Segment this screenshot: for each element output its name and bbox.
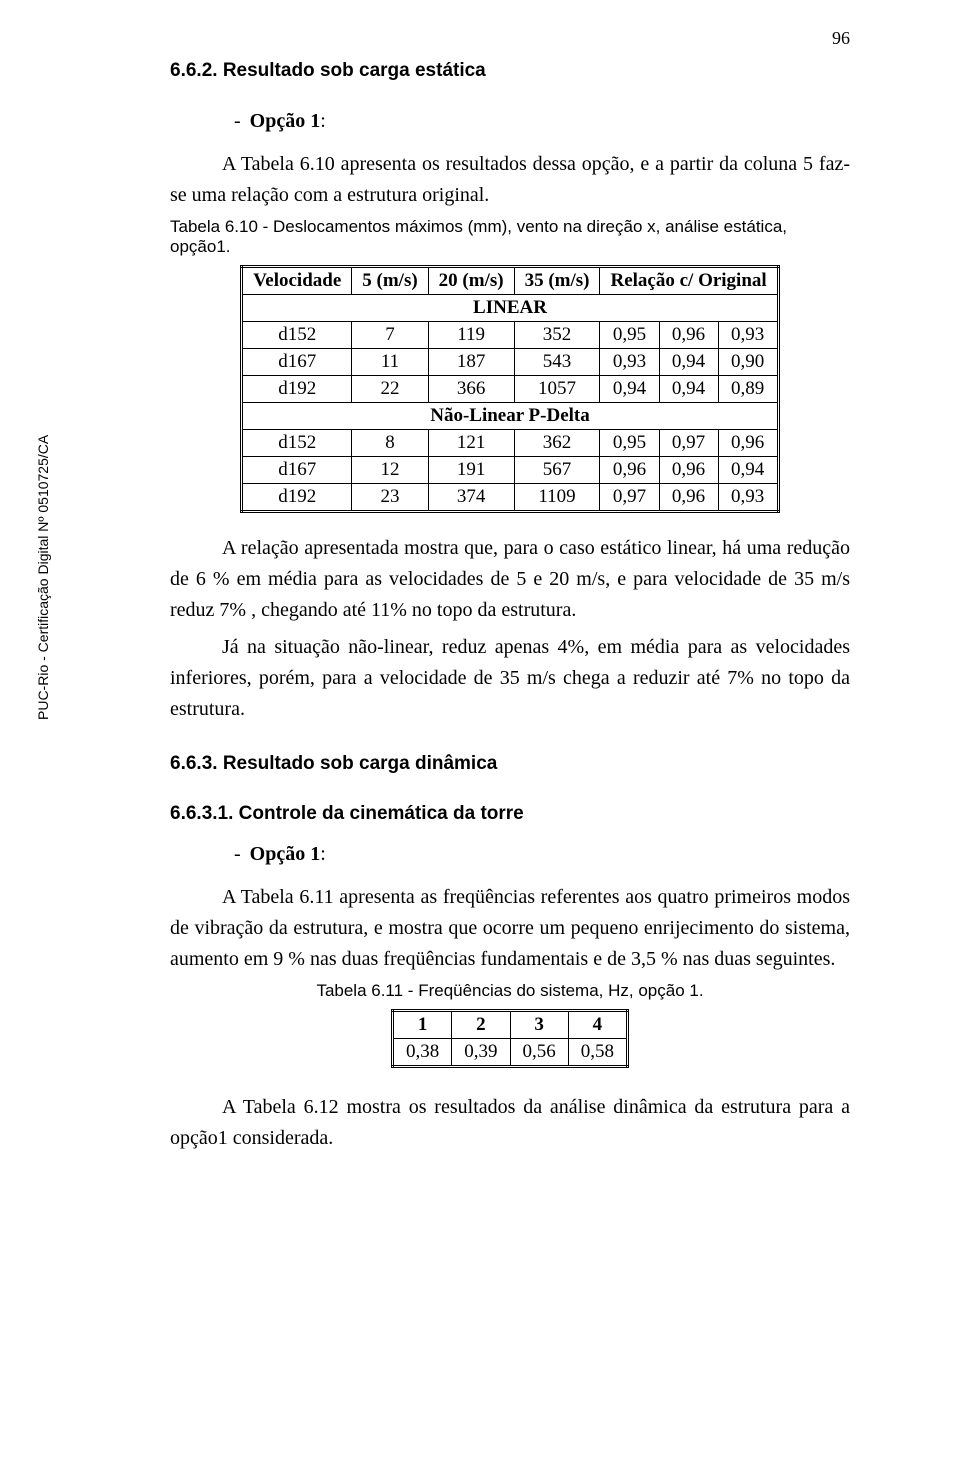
cell: 0,96 [659,457,718,484]
th-relacao: Relação c/ Original [600,267,778,295]
table-row: d192 23 374 1109 0,97 0,96 0,93 [242,484,778,512]
option-dash: - [234,110,241,132]
cell: 0,96 [718,430,778,457]
table-6-11: 1 2 3 4 0,38 0,39 0,56 0,58 [391,1009,629,1068]
cell: d152 [242,430,352,457]
heading-6-6-3: 6.6.3. Resultado sob carga dinâmica [170,753,850,775]
table-header-row: Velocidade 5 (m/s) 20 (m/s) 35 (m/s) Rel… [242,267,778,295]
th-velocidade: Velocidade [242,267,352,295]
cell: d192 [242,376,352,403]
paragraph-4: A Tabela 6.11 apresenta as freqüências r… [170,882,850,975]
table-row: d152 8 121 362 0,95 0,97 0,96 [242,430,778,457]
table-row: d167 11 187 543 0,93 0,94 0,90 [242,349,778,376]
paragraph-1: A Tabela 6.10 apresenta os resultados de… [170,149,850,211]
cell: 543 [514,349,600,376]
cell: 0,96 [659,484,718,512]
section-nonlinear: Não-Linear P-Delta [242,403,778,430]
cell: 7 [352,322,428,349]
cell: 0,95 [600,430,659,457]
option-1-label: - Opção 1: [234,110,850,133]
cell: 0,94 [600,376,659,403]
table-row: 0,38 0,39 0,56 0,58 [393,1039,628,1067]
th-5ms: 5 (m/s) [352,267,428,295]
page: 96 PUC-Rio - Certificação Digital Nº 051… [0,0,960,1220]
table-caption-6-11: Tabela 6.11 - Freqüências do sistema, Hz… [170,981,850,1001]
cell: 0,39 [452,1039,510,1067]
cell: 0,38 [393,1039,452,1067]
option-1-colon: : [320,110,326,132]
table-row: d152 7 119 352 0,95 0,96 0,93 [242,322,778,349]
cell: d167 [242,349,352,376]
cell: d192 [242,484,352,512]
table-section-nonlinear: Não-Linear P-Delta [242,403,778,430]
th: 2 [452,1011,510,1039]
cell: 0,94 [659,376,718,403]
paragraph-2: A relação apresentada mostra que, para o… [170,533,850,626]
cell: d167 [242,457,352,484]
option-1-text: Opção 1 [250,110,321,132]
cell: 0,56 [510,1039,568,1067]
option-dashb: - [234,843,241,865]
cell: d152 [242,322,352,349]
cell: 567 [514,457,600,484]
cell: 22 [352,376,428,403]
cell: 119 [428,322,514,349]
table-section-linear: LINEAR [242,295,778,322]
th: 4 [568,1011,627,1039]
table-row: d192 22 366 1057 0,94 0,94 0,89 [242,376,778,403]
cell: 0,96 [659,322,718,349]
paragraph-5: A Tabela 6.12 mostra os resultados da an… [170,1092,850,1154]
cell: 0,97 [600,484,659,512]
cell: 187 [428,349,514,376]
th-35ms: 35 (m/s) [514,267,600,295]
th-20ms: 20 (m/s) [428,267,514,295]
cell: 0,90 [718,349,778,376]
heading-6-6-3-1: 6.6.3.1. Controle da cinemática da torre [170,803,850,825]
table-6-10: Velocidade 5 (m/s) 20 (m/s) 35 (m/s) Rel… [240,265,779,513]
option-1b-text: Opção 1 [250,843,321,865]
cell: 0,97 [659,430,718,457]
heading-6-6-2: 6.6.2. Resultado sob carga estática [170,60,850,82]
cell: 1109 [514,484,600,512]
cell: 352 [514,322,600,349]
cell: 0,94 [659,349,718,376]
cell: 0,93 [718,484,778,512]
cell: 366 [428,376,514,403]
cell: 374 [428,484,514,512]
cell: 12 [352,457,428,484]
cell: 121 [428,430,514,457]
th: 3 [510,1011,568,1039]
cell: 362 [514,430,600,457]
cell: 0,93 [718,322,778,349]
cell: 0,89 [718,376,778,403]
th: 1 [393,1011,452,1039]
table-row: d167 12 191 567 0,96 0,96 0,94 [242,457,778,484]
table-header-row: 1 2 3 4 [393,1011,628,1039]
option-1b-colon: : [320,843,326,865]
page-number: 96 [832,28,850,49]
cell: 11 [352,349,428,376]
cell: 0,95 [600,322,659,349]
cell: 0,58 [568,1039,627,1067]
cell: 0,93 [600,349,659,376]
side-certification-label: PUC-Rio - Certificação Digital Nº 051072… [35,435,51,720]
option-1b-label: - Opção 1: [234,843,850,866]
cell: 1057 [514,376,600,403]
section-linear: LINEAR [242,295,778,322]
cell: 0,96 [600,457,659,484]
cell: 0,94 [718,457,778,484]
cell: 8 [352,430,428,457]
cell: 191 [428,457,514,484]
cell: 23 [352,484,428,512]
table-caption-6-10: Tabela 6.10 - Deslocamentos máximos (mm)… [170,217,850,257]
paragraph-3: Já na situação não-linear, reduz apenas … [170,632,850,725]
